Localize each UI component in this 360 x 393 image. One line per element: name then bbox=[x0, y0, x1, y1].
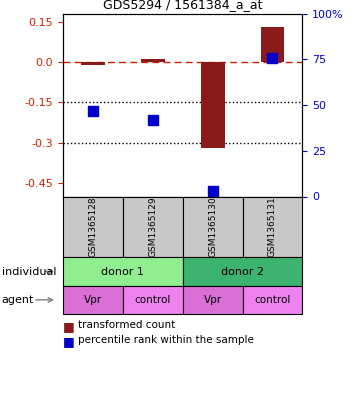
Text: ■: ■ bbox=[63, 320, 75, 333]
Text: Vpr: Vpr bbox=[84, 295, 102, 305]
Text: agent: agent bbox=[2, 295, 34, 305]
Text: GSM1365131: GSM1365131 bbox=[268, 196, 277, 257]
Text: control: control bbox=[135, 295, 171, 305]
Point bbox=[210, 188, 216, 194]
Point bbox=[90, 107, 96, 114]
Text: donor 2: donor 2 bbox=[221, 266, 264, 277]
Text: control: control bbox=[254, 295, 291, 305]
Text: donor 1: donor 1 bbox=[102, 266, 144, 277]
Text: GSM1365130: GSM1365130 bbox=[208, 196, 217, 257]
Text: percentile rank within the sample: percentile rank within the sample bbox=[78, 335, 254, 345]
Point bbox=[150, 117, 156, 123]
Point bbox=[270, 55, 275, 61]
Text: ■: ■ bbox=[63, 335, 75, 348]
Text: individual: individual bbox=[2, 266, 56, 277]
Bar bbox=[81, 62, 105, 65]
Bar bbox=[261, 27, 284, 62]
Text: transformed count: transformed count bbox=[78, 320, 175, 330]
Text: GSM1365128: GSM1365128 bbox=[89, 196, 98, 257]
Bar bbox=[141, 59, 165, 62]
Title: GDS5294 / 1561384_a_at: GDS5294 / 1561384_a_at bbox=[103, 0, 262, 11]
Text: GSM1365129: GSM1365129 bbox=[148, 196, 157, 257]
Bar bbox=[201, 62, 225, 148]
Text: Vpr: Vpr bbox=[203, 295, 222, 305]
